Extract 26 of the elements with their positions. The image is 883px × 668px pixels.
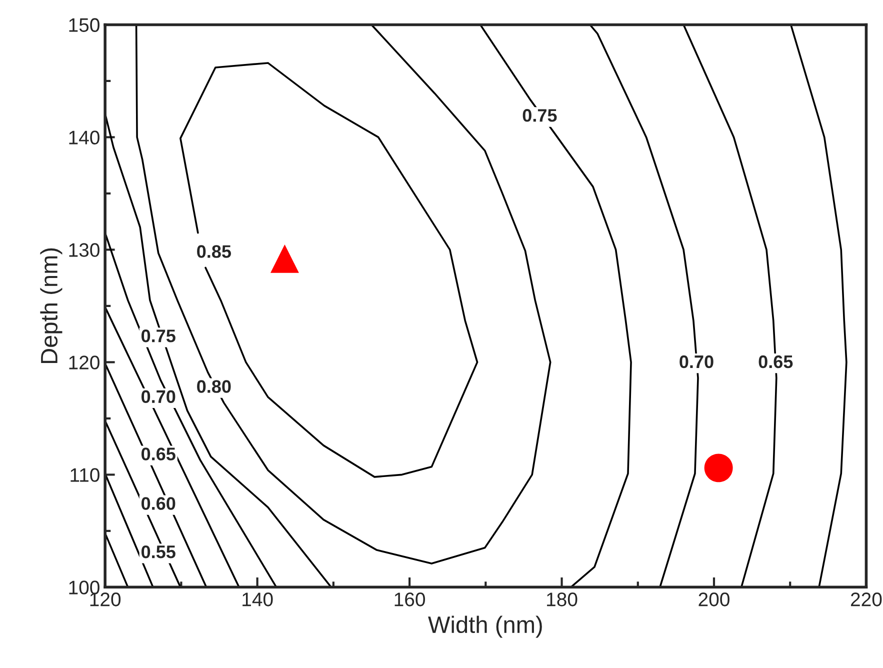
x-tick-label: 220 xyxy=(850,592,882,606)
x-axis-title: Width (nm) xyxy=(428,616,542,638)
y-axis-title: Depth (nm) xyxy=(40,248,62,364)
annotation: 0.75 xyxy=(522,109,557,122)
x-tick-label: 120 xyxy=(90,592,121,606)
x-tick-label: 200 xyxy=(698,592,730,606)
annotation: 0.80 xyxy=(197,380,231,393)
line-series xyxy=(180,62,478,478)
y-tick-label: 100 xyxy=(69,580,100,594)
y-tick-label: 150 xyxy=(69,18,100,32)
annotation: 0.70 xyxy=(680,355,714,368)
annotation: 0.65 xyxy=(142,448,176,460)
annotation: 0.55 xyxy=(142,545,176,558)
y-tick-label: 120 xyxy=(69,356,100,370)
annotation: 0.70 xyxy=(142,390,176,404)
y-tick-label: 110 xyxy=(70,468,100,482)
annotation: 0.60 xyxy=(142,497,176,510)
x-tick-label: 160 xyxy=(394,592,425,606)
annotation: 0.85 xyxy=(197,245,231,258)
y-tick-label: 140 xyxy=(69,130,100,144)
y-tick-label: 130 xyxy=(69,243,100,257)
annotation: 0.75 xyxy=(142,330,176,342)
annotation: 0.65 xyxy=(758,355,793,368)
x-tick-label: 180 xyxy=(547,592,578,606)
x-tick-label: 140 xyxy=(242,592,273,606)
line-series xyxy=(479,24,632,588)
